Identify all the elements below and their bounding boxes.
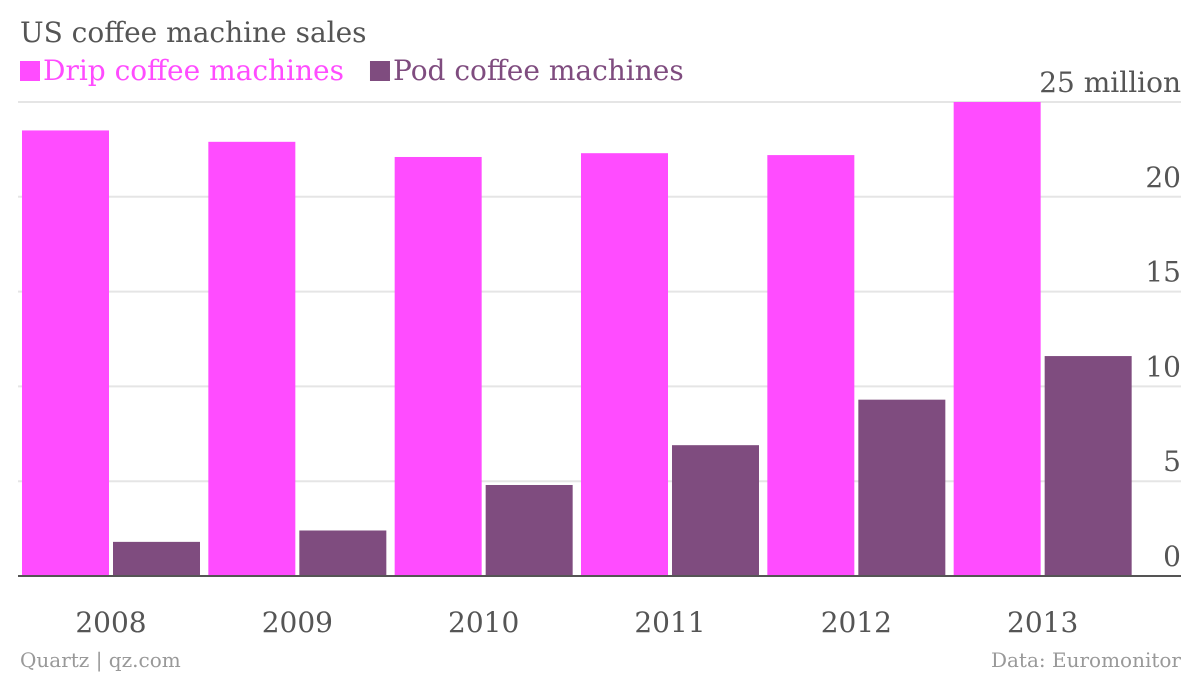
- bar-pod-2012: [858, 399, 946, 576]
- y-tick-label: 10: [1145, 350, 1181, 383]
- bars: [22, 102, 1132, 577]
- bar-pod-2008: [113, 541, 200, 576]
- bar-drip-2013: [953, 102, 1041, 576]
- bar-pod-2011: [672, 445, 759, 576]
- y-tick-label: 5: [1163, 445, 1181, 478]
- footer-credit: Quartz | qz.com: [20, 648, 181, 673]
- legend: Drip coffee machines Pod coffee machines: [20, 54, 684, 87]
- bar-drip-2012: [767, 155, 855, 576]
- bar-drip-2010: [394, 156, 482, 576]
- legend-swatch-drip: [20, 61, 40, 81]
- bar-pod-2009: [299, 530, 387, 576]
- y-axis-tick-labels: 0 5 10 15 20 25 million: [1039, 66, 1181, 573]
- footer-source: Data: Euromonitor: [991, 648, 1181, 672]
- x-tick-label: 2008: [75, 606, 146, 639]
- x-tick-label: 2012: [821, 606, 892, 639]
- y-tick-label: 20: [1145, 161, 1181, 194]
- x-tick-label: 2011: [634, 606, 705, 639]
- y-tick-label: 0: [1163, 540, 1181, 573]
- x-tick-label: 2009: [262, 606, 333, 639]
- legend-swatch-pod: [369, 61, 390, 81]
- chart-title: US coffee machine sales: [20, 16, 367, 49]
- x-tick-label: 2010: [448, 606, 519, 639]
- bar-drip-2009: [208, 141, 296, 577]
- bar-drip-2008: [22, 130, 109, 576]
- legend-label-pod: Pod coffee machines: [393, 54, 684, 87]
- y-tick-label: 15: [1145, 256, 1181, 289]
- legend-label-drip: Drip coffee machines: [43, 54, 344, 87]
- y-tick-label: 25 million: [1039, 66, 1181, 99]
- bar-pod-2013: [1044, 356, 1132, 576]
- x-axis-tick-labels: 2008 2009 2010 2011 2012 2013: [75, 606, 1078, 639]
- x-tick-label: 2013: [1007, 606, 1078, 639]
- bar-drip-2011: [581, 153, 668, 576]
- bar-pod-2010: [485, 484, 573, 576]
